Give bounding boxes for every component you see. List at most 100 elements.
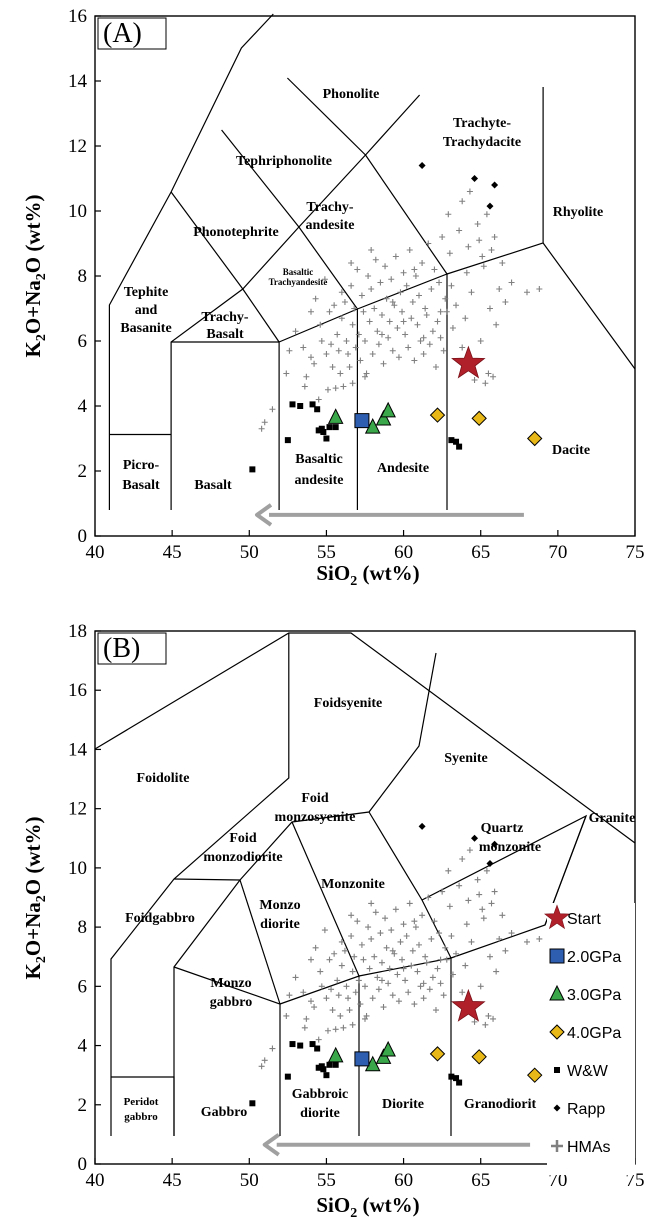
ww-point xyxy=(314,1046,320,1052)
field-label: Rhyolite xyxy=(553,205,604,220)
field-label: Foidolite xyxy=(137,771,190,786)
x-tick-label: 70 xyxy=(548,542,567,563)
x-tick-label: 50 xyxy=(240,542,259,563)
field-label: Monzo xyxy=(210,976,251,991)
x-tick-label: 45 xyxy=(163,542,182,563)
field-label: gabbro xyxy=(210,995,253,1010)
ww-point xyxy=(297,403,303,409)
panel-b-y-axis-label: K2O+Na2O (wt%) xyxy=(21,816,49,979)
panel-a-label: (A) xyxy=(103,18,142,49)
legend-label: 4.0GPa xyxy=(567,1025,621,1042)
field-label: Basalt xyxy=(206,327,244,342)
ww-point xyxy=(323,436,329,442)
field-label: Quartz xyxy=(481,821,524,836)
field-label: Dacite xyxy=(552,443,590,458)
field-label: Trachy- xyxy=(201,310,249,325)
field-label: monzonite xyxy=(479,840,541,855)
ww-point xyxy=(320,1066,326,1072)
field-label: Diorite xyxy=(382,1097,424,1112)
ww-point xyxy=(327,1062,333,1068)
field-label: Gabbro xyxy=(201,1105,247,1120)
field-label: Basalt xyxy=(122,478,160,493)
gpa2-point xyxy=(355,414,369,428)
field-label: monzosyenite xyxy=(275,810,356,825)
panel-b-x-axis-label: SiO2 (wt%) xyxy=(316,1193,419,1219)
legend: Start2.0GPa3.0GPa4.0GPaW&WRappHMAs xyxy=(545,903,635,1175)
legend-label: 2.0GPa xyxy=(567,949,621,966)
field-label: monzodiorite xyxy=(203,850,282,865)
panel-a-x-axis-label: SiO2 (wt%) xyxy=(316,561,419,589)
legend-label: W&W xyxy=(567,1063,609,1080)
field-label: Peridot xyxy=(124,1096,159,1108)
field-label: Trachy- xyxy=(306,200,354,215)
field-label: diorite xyxy=(260,917,300,932)
x-tick-label: 60 xyxy=(394,542,413,563)
x-tick-label: 65 xyxy=(471,1170,490,1191)
field-label: Monzonite xyxy=(321,877,385,892)
x-tick-label: 40 xyxy=(86,1170,105,1191)
field-label: Monzo xyxy=(259,898,300,913)
ww-point xyxy=(285,437,291,443)
field-label: Foid xyxy=(301,791,328,806)
x-tick-label: 40 xyxy=(86,542,105,563)
ww-point xyxy=(314,406,320,412)
panel-b: 40 45 50 55 60 65 70 75 0 2 4 6 8 10 12 14 16 18 Foidsyen… xyxy=(21,621,645,1219)
field-label: and xyxy=(135,303,158,318)
x-tick-label: 50 xyxy=(240,1170,259,1191)
y-tick-label: 4 xyxy=(78,1036,88,1057)
ww-point xyxy=(333,1062,339,1068)
field-label: gabbro xyxy=(124,1111,158,1123)
panel-b-label: (B) xyxy=(103,633,140,664)
y-tick-label: 6 xyxy=(78,331,88,352)
ww-point xyxy=(289,1041,295,1047)
field-label: Tephite xyxy=(124,285,169,300)
field-label: Basaltic xyxy=(295,452,342,467)
field-label: Phonolite xyxy=(323,87,380,102)
field-label: Granite xyxy=(589,811,636,826)
y-tick-label: 12 xyxy=(68,136,87,157)
legend-label: HMAs xyxy=(567,1139,611,1156)
square-icon xyxy=(550,949,564,963)
y-tick-label: 18 xyxy=(68,621,87,642)
ww-point xyxy=(249,466,255,472)
panel-a-y-axis-label: K2O+Na2O (wt%) xyxy=(21,194,49,357)
gpa2-point xyxy=(355,1052,369,1066)
y-tick-label: 0 xyxy=(78,1154,88,1175)
field-label: Trachyte- xyxy=(453,116,511,131)
x-tick-label: 55 xyxy=(317,1170,336,1191)
y-tick-label: 16 xyxy=(68,6,87,27)
y-tick-label: 14 xyxy=(68,71,88,92)
ww-point xyxy=(297,1043,303,1049)
y-tick-label: 8 xyxy=(78,917,88,938)
ww-point xyxy=(456,1080,462,1086)
field-label: Trachydacite xyxy=(443,135,521,150)
legend-label: 3.0GPa xyxy=(567,987,621,1004)
legend-label: Start xyxy=(567,911,601,928)
field-label: Foidsyenite xyxy=(314,696,382,711)
ww-point xyxy=(285,1074,291,1080)
y-tick-label: 16 xyxy=(68,680,87,701)
x-tick-label: 55 xyxy=(317,542,336,563)
field-label: Granodiorit xyxy=(464,1097,537,1112)
ww-point xyxy=(456,444,462,450)
y-tick-label: 2 xyxy=(78,1095,88,1116)
y-tick-label: 10 xyxy=(68,858,87,879)
y-tick-label: 10 xyxy=(68,201,87,222)
field-label: Syenite xyxy=(444,751,488,766)
x-tick-label: 60 xyxy=(394,1170,413,1191)
ww-point xyxy=(249,1100,255,1106)
field-label: Basanite xyxy=(120,321,171,336)
field-label: andesite xyxy=(295,473,344,488)
ww-point xyxy=(320,429,326,435)
field-label: Basalt xyxy=(194,478,232,493)
x-tick-label: 45 xyxy=(163,1170,182,1191)
field-label: Picro- xyxy=(123,458,160,473)
ww-point xyxy=(323,1072,329,1078)
field-label: Phonotephrite xyxy=(193,225,279,240)
x-tick-label: 65 xyxy=(471,542,490,563)
x-tick-label: 75 xyxy=(626,542,645,563)
field-label: Gabbroic xyxy=(292,1087,349,1102)
panel-a: 40 45 50 55 60 65 70 750246810121416 Phonolite … xyxy=(21,6,645,589)
y-tick-label: 4 xyxy=(78,396,88,417)
